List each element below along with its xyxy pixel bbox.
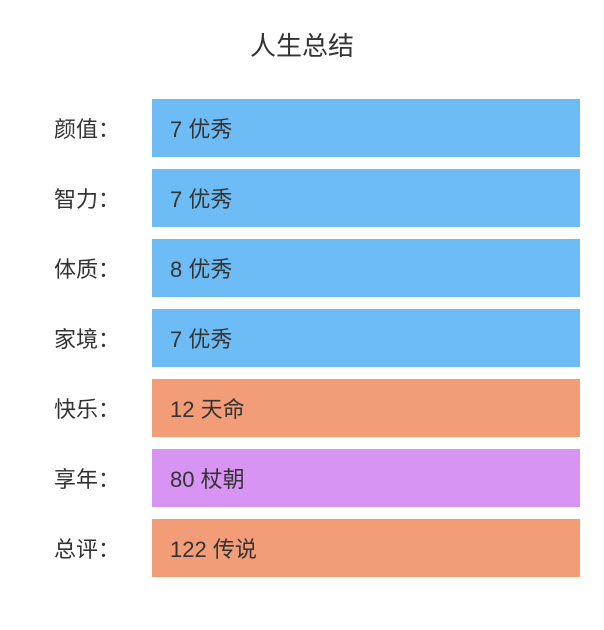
stat-label: 总评： — [24, 519, 152, 577]
summary-row: 快乐：12 天命 — [24, 379, 580, 437]
stat-value: 122 传说 — [152, 519, 580, 577]
stat-value: 12 天命 — [152, 379, 580, 437]
summary-row: 享年：80 杖朝 — [24, 449, 580, 507]
summary-panel: 人生总结 颜值：7 优秀智力：7 优秀体质：8 优秀家境：7 优秀快乐：12 天… — [0, 0, 604, 577]
stat-label: 体质： — [24, 239, 152, 297]
summary-rows: 颜值：7 优秀智力：7 优秀体质：8 优秀家境：7 优秀快乐：12 天命享年：8… — [24, 99, 580, 577]
stat-value: 80 杖朝 — [152, 449, 580, 507]
stat-label: 智力： — [24, 169, 152, 227]
summary-row: 家境：7 优秀 — [24, 309, 580, 367]
summary-row: 智力：7 优秀 — [24, 169, 580, 227]
stat-label: 家境： — [24, 309, 152, 367]
stat-label: 享年： — [24, 449, 152, 507]
summary-row: 颜值：7 优秀 — [24, 99, 580, 157]
stat-label: 快乐： — [24, 379, 152, 437]
page-title: 人生总结 — [24, 0, 580, 99]
stat-value: 7 优秀 — [152, 169, 580, 227]
stat-value: 7 优秀 — [152, 99, 580, 157]
stat-value: 7 优秀 — [152, 309, 580, 367]
stat-label: 颜值： — [24, 99, 152, 157]
stat-value: 8 优秀 — [152, 239, 580, 297]
summary-row: 体质：8 优秀 — [24, 239, 580, 297]
summary-row: 总评：122 传说 — [24, 519, 580, 577]
